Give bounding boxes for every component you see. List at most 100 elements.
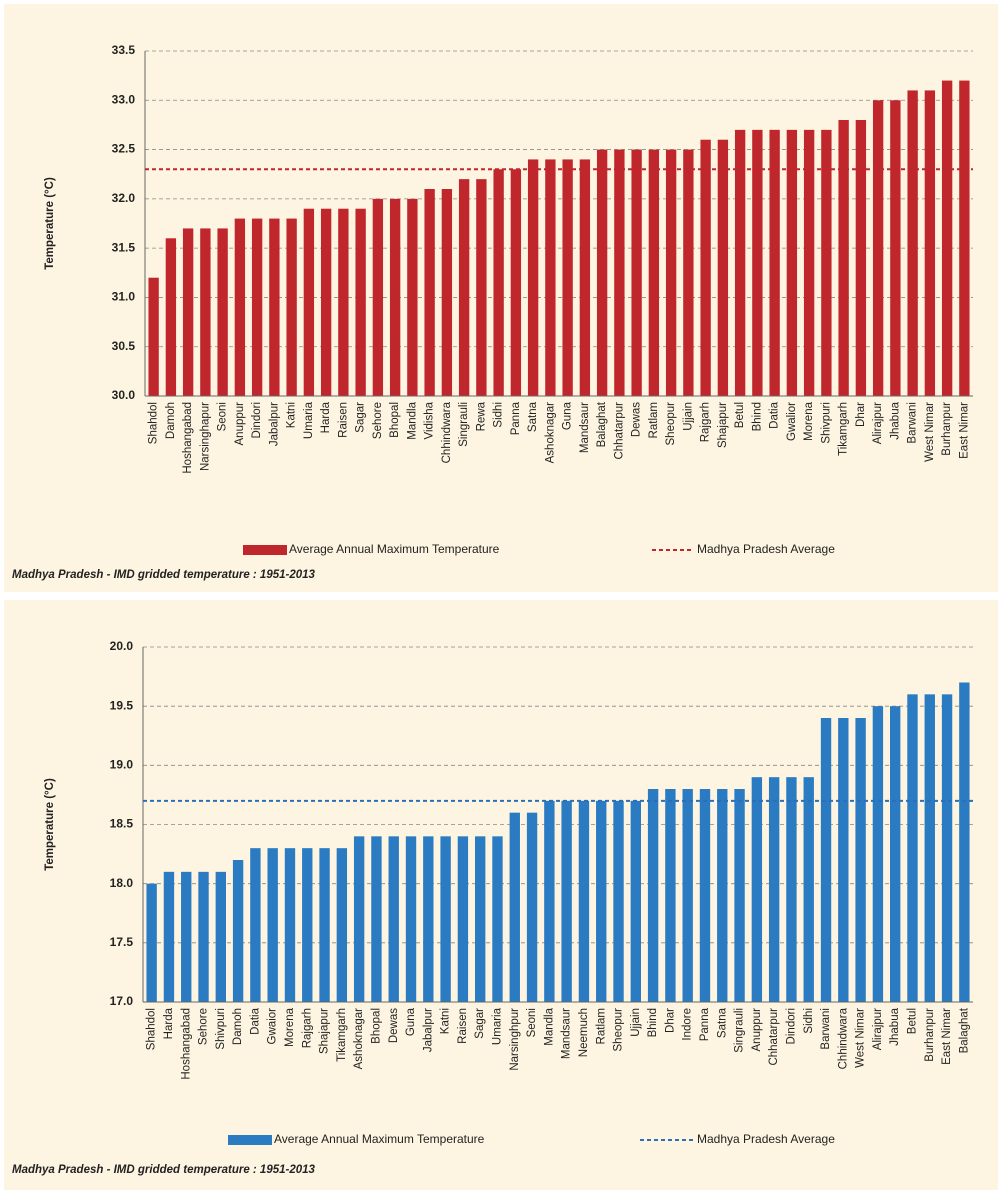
bar (389, 198, 401, 396)
x-tick-label: Jabalpur (268, 402, 280, 446)
bar (286, 218, 297, 396)
x-tick-label: Morena (803, 401, 815, 441)
bar (251, 218, 263, 396)
bar (648, 149, 660, 396)
x-tick-label: Chhatarpur (768, 1008, 780, 1066)
bar (890, 706, 901, 1002)
bar (148, 277, 159, 396)
x-tick-label: Burhanpur (924, 1008, 936, 1062)
bar (821, 129, 832, 396)
bar (717, 139, 729, 396)
x-tick-label: Ratlam (595, 1008, 607, 1044)
x-tick-label: Dhar (664, 1008, 676, 1033)
x-tick-label: Sagar (355, 402, 367, 433)
x-tick-label: Balaghat (958, 1007, 970, 1053)
x-tick-label: East Nimar (958, 402, 970, 459)
bar (303, 208, 315, 396)
x-tick-label: Datia (769, 401, 781, 428)
y-tick-label: 19.0 (110, 758, 134, 772)
bar (959, 80, 970, 397)
x-tick-label: Bhind (647, 1008, 659, 1037)
bar (440, 836, 451, 1002)
bar (371, 836, 382, 1002)
x-tick-label: Hoshangabad (182, 402, 194, 474)
x-tick-label: Anuppur (751, 1008, 763, 1052)
x-tick-label: Jabalpur (422, 1008, 434, 1052)
bar (596, 149, 608, 396)
bar (492, 836, 503, 1002)
bar (215, 871, 226, 1002)
bar (336, 848, 348, 1002)
bar (683, 149, 694, 396)
x-tick-label: Guna (405, 1007, 417, 1036)
bar (941, 80, 953, 397)
bar (405, 836, 417, 1002)
x-tick-label: Jhabua (889, 401, 901, 439)
bar (320, 208, 332, 396)
bar (665, 149, 677, 396)
x-tick-label: Burhanpur (941, 402, 953, 456)
legend-label: Average Annual Maximum Temperature (289, 542, 500, 556)
bar (855, 120, 867, 396)
bar (907, 694, 918, 1002)
bar (838, 718, 849, 1002)
bar (458, 179, 470, 396)
bar (803, 777, 814, 1002)
bar (163, 871, 175, 1002)
legend-label: Average Annual Maximum Temperature (274, 1132, 485, 1146)
bar (217, 228, 228, 396)
x-tick-label: Datia (249, 1007, 261, 1034)
x-tick-label: Shivpuri (820, 402, 832, 444)
x-tick-label: Vidisha (424, 401, 436, 439)
bar (596, 800, 607, 1002)
bar (146, 883, 157, 1002)
bar (284, 848, 296, 1002)
y-tick-label: 18.0 (110, 876, 134, 890)
bar (613, 800, 624, 1002)
x-tick-label: Barwani (907, 402, 919, 444)
x-tick-label: Gwaior (267, 1008, 279, 1045)
x-tick-label: Umaria (303, 401, 315, 439)
bar (699, 789, 711, 1002)
x-tick-label: Ujjain (630, 1008, 642, 1037)
y-tick-label: 31.5 (112, 240, 136, 254)
bar (803, 129, 815, 396)
x-tick-label: Mandsaur (579, 402, 591, 453)
x-tick-label: Shahdol (148, 402, 160, 444)
x-tick-label: Chhatarpur (613, 402, 625, 460)
bar (579, 159, 591, 396)
bar (355, 208, 366, 396)
bar (872, 706, 884, 1002)
x-tick-label: Gwalior (786, 402, 798, 441)
x-tick-label: Sagar (474, 1008, 486, 1039)
x-tick-label: Chhindwara (441, 401, 453, 463)
bar (493, 169, 504, 396)
bar (182, 228, 194, 396)
bar (423, 836, 434, 1002)
bar (717, 789, 728, 1002)
x-tick-label: Rajgarh (700, 402, 712, 442)
x-tick-label: Sheopur (665, 402, 677, 446)
y-tick-label: 33.5 (112, 43, 136, 57)
x-tick-label: East Nimar (941, 1008, 953, 1065)
y-tick-label: 17.5 (110, 935, 134, 949)
x-tick-label: Raisen (337, 402, 349, 438)
y-tick-label: 17.0 (110, 994, 134, 1008)
bar (267, 848, 278, 1002)
x-tick-label: Ratlam (648, 402, 660, 438)
x-tick-label: Panna (699, 1007, 711, 1041)
x-tick-label: Morena (284, 1007, 296, 1047)
legend-swatch (228, 1135, 272, 1145)
x-tick-label: Sehore (198, 1008, 210, 1045)
bar (372, 198, 384, 396)
bar (820, 718, 832, 1002)
bar (768, 777, 780, 1002)
bar (457, 836, 469, 1002)
bar (786, 777, 797, 1002)
x-tick-label: Balaghat (596, 401, 608, 447)
bar (872, 100, 884, 397)
bar (562, 159, 573, 396)
y-tick-label: 30.5 (112, 339, 136, 353)
bar (407, 198, 418, 396)
